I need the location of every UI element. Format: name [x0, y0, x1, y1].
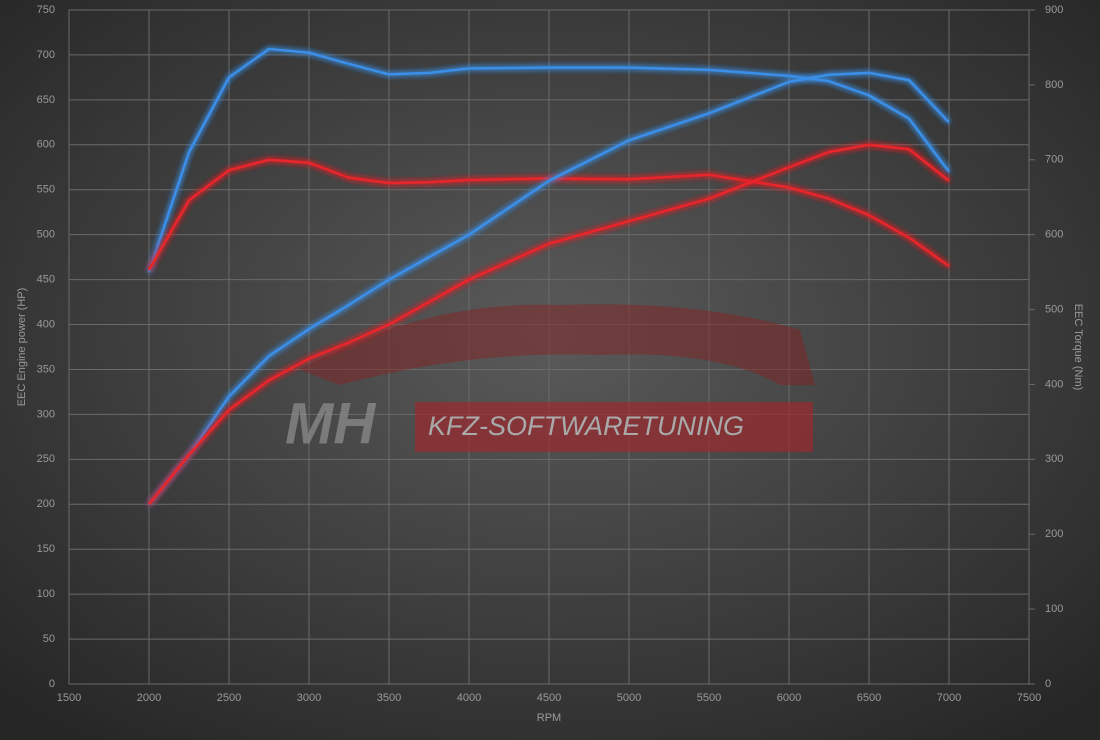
x-tick-label: 7000 — [937, 692, 961, 704]
y2-tick-label: 400 — [1045, 378, 1063, 390]
x-tick-label: 7500 — [1017, 692, 1041, 704]
y-tick-label: 550 — [37, 184, 55, 196]
y-axis-label: EEC Engine power (HP) — [16, 288, 28, 407]
y2-tick-label: 900 — [1045, 4, 1063, 16]
y2-tick-label: 500 — [1045, 303, 1063, 315]
x-tick-label: 3500 — [377, 692, 401, 704]
x-tick-label: 1500 — [57, 692, 81, 704]
series-line — [147, 47, 950, 273]
watermark: MH KFZ-SOFTWARETUNING — [285, 304, 815, 456]
x-tick-label: 6000 — [777, 692, 801, 704]
y-tick-label: 750 — [37, 4, 55, 16]
y-tick-label: 50 — [43, 633, 55, 645]
x-tick-label: 4000 — [457, 692, 481, 704]
y2-tick-label: 0 — [1045, 678, 1051, 690]
x-tick-label: 4500 — [537, 692, 561, 704]
y-tick-label: 100 — [37, 588, 55, 600]
logo-mh: MH — [285, 391, 376, 456]
y-tick-label: 200 — [37, 498, 55, 510]
logo-text: KFZ-SOFTWARETUNING — [428, 411, 744, 441]
y-tick-label: 450 — [37, 274, 55, 286]
series-line — [148, 71, 950, 506]
x-tick-label: 5500 — [697, 692, 721, 704]
y-tick-label: 400 — [37, 318, 55, 330]
y2-axis-label: EEC Torque (Nm) — [1072, 304, 1084, 391]
y2-tick-label: 600 — [1045, 229, 1063, 241]
y-tick-label: 250 — [37, 453, 55, 465]
series-line — [148, 143, 950, 506]
y-tick-label: 0 — [49, 678, 55, 690]
y-tick-label: 150 — [37, 543, 55, 555]
y-tick-label: 300 — [37, 408, 55, 420]
y-tick-label: 500 — [37, 229, 55, 241]
y-tick-label: 700 — [37, 49, 55, 61]
series-line — [147, 158, 950, 271]
y-tick-label: 650 — [37, 94, 55, 106]
logo-car — [300, 304, 815, 385]
x-tick-label: 2000 — [137, 692, 161, 704]
x-tick-label: 6500 — [857, 692, 881, 704]
y2-tick-label: 100 — [1045, 603, 1063, 615]
y2-tick-label: 700 — [1045, 154, 1063, 166]
x-tick-label: 3000 — [297, 692, 321, 704]
x-tick-label: 2500 — [217, 692, 241, 704]
y-tick-label: 600 — [37, 139, 55, 151]
x-tick-label: 5000 — [617, 692, 641, 704]
x-axis-label: RPM — [537, 712, 561, 724]
y-tick-label: 350 — [37, 363, 55, 375]
y2-tick-label: 800 — [1045, 79, 1063, 91]
logo-band — [415, 402, 813, 452]
y2-tick-label: 200 — [1045, 528, 1063, 540]
y2-tick-label: 300 — [1045, 453, 1063, 465]
